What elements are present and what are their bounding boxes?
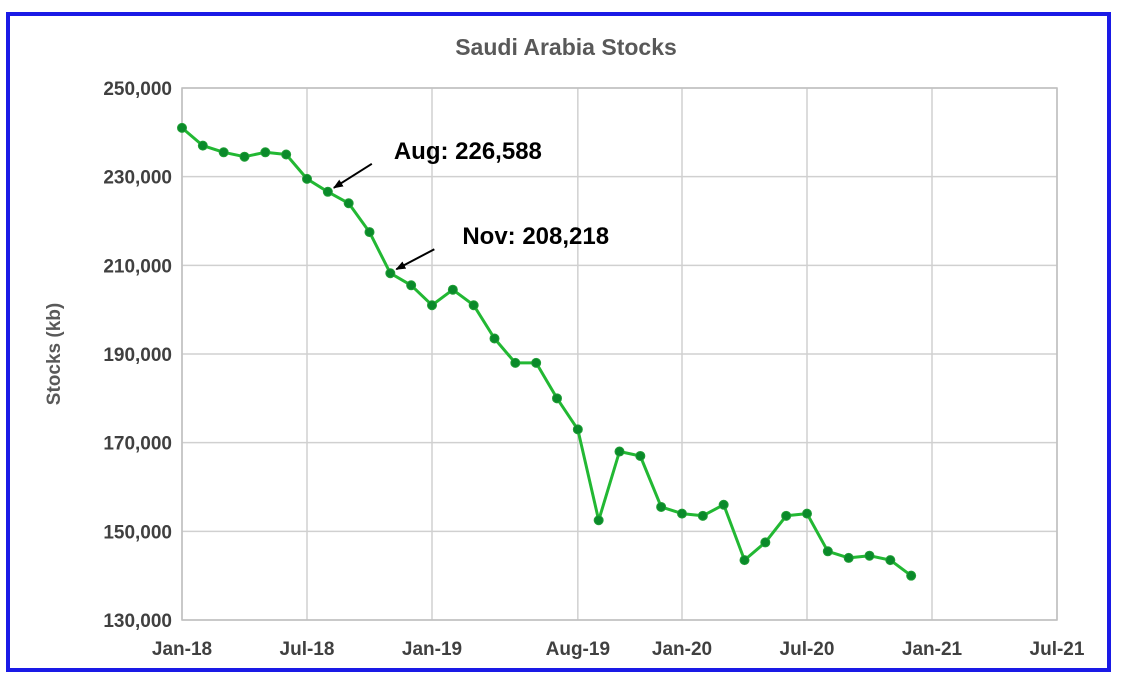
data-point [364, 227, 375, 238]
series-line [181, 126, 913, 577]
data-point [197, 140, 208, 151]
data-point [822, 546, 833, 557]
x-tick-label: Jan-19 [402, 639, 462, 660]
data-point [572, 424, 583, 435]
chart-frame [6, 12, 1111, 672]
x-tick-label: Jan-21 [902, 639, 963, 660]
annotation-label: Aug: 226,588 [394, 138, 542, 165]
data-point [843, 552, 854, 563]
x-tick-label: Jan-20 [652, 639, 712, 660]
annotation-label: Nov: 208,218 [462, 223, 609, 250]
data-point [177, 122, 187, 133]
data-point [697, 510, 708, 521]
data-point [781, 510, 792, 521]
y-tick-label: 230,000 [103, 168, 172, 189]
gridlines [181, 87, 1058, 621]
x-tick-label: Jan-18 [152, 639, 212, 660]
data-point [885, 555, 896, 566]
data-point [552, 393, 562, 404]
data-point [385, 268, 396, 279]
x-tick-label: Jul-18 [280, 639, 335, 660]
data-point [802, 508, 812, 519]
y-tick-label: 150,000 [103, 522, 172, 543]
data-point [239, 151, 250, 162]
y-axis-ticks: 130,000 150,000 170,000 190,000 210,000 230,0… [103, 79, 172, 632]
data-point [864, 550, 875, 561]
data-point [218, 147, 229, 158]
data-point [260, 147, 271, 158]
data-point [718, 499, 729, 510]
annotation-arrow [395, 248, 435, 271]
data-point [677, 508, 687, 519]
x-tick-label: Aug-19 [546, 639, 610, 660]
series-points [177, 122, 917, 581]
data-point [510, 357, 521, 368]
x-tick-label: Jul-21 [1030, 639, 1085, 660]
data-point [468, 300, 479, 311]
data-point [406, 280, 417, 291]
data-point [427, 300, 437, 311]
x-axis-ticks: Jan-18 Jul-18 Jan-19 Aug-19 Jan-20 Jul-20 Jan-… [152, 639, 1085, 660]
y-tick-label: 250,000 [103, 79, 172, 100]
data-point [531, 357, 542, 368]
chart-title: Saudi Arabia Stocks [455, 34, 677, 60]
series-line-path [181, 126, 913, 577]
data-point [656, 501, 667, 512]
data-point [447, 284, 458, 295]
annotation-arrow [332, 162, 373, 189]
data-point [281, 149, 292, 160]
annotations: Aug: 226,588 Nov: 208,218 [332, 138, 609, 271]
data-point [760, 537, 771, 548]
data-point [906, 570, 917, 581]
y-tick-label: 130,000 [103, 611, 172, 632]
data-point [614, 446, 625, 457]
y-tick-label: 210,000 [103, 256, 172, 277]
data-point [489, 333, 500, 344]
data-point [302, 173, 312, 184]
data-point [635, 450, 646, 461]
data-point [343, 198, 354, 209]
data-point [739, 555, 750, 566]
plot-area [181, 87, 1058, 621]
y-axis-label: Stocks (kb) [44, 303, 65, 405]
y-tick-label: 190,000 [103, 345, 172, 366]
data-point [593, 515, 604, 526]
data-point [322, 186, 333, 197]
x-tick-label: Jul-20 [780, 639, 835, 660]
y-tick-label: 170,000 [103, 434, 172, 455]
